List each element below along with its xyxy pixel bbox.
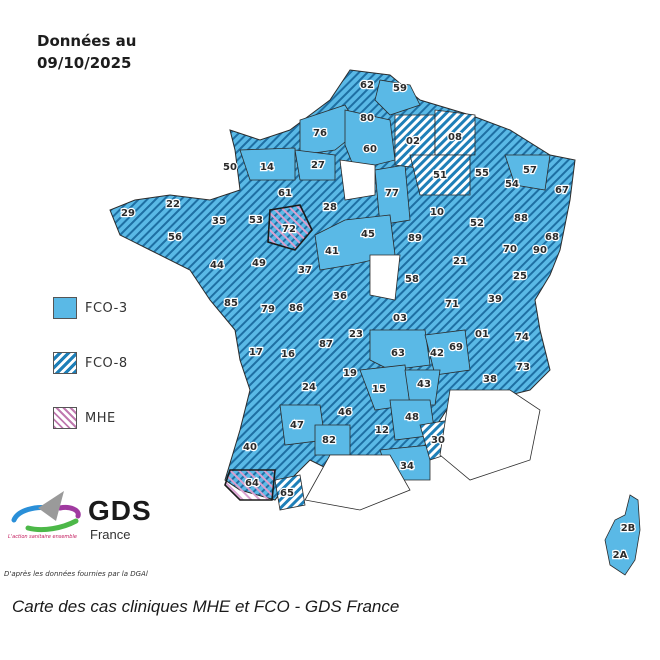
logo-sub: France bbox=[90, 527, 131, 542]
department-label-16: 16 bbox=[281, 349, 295, 360]
department-label-37: 37 bbox=[298, 265, 312, 276]
fco8-regions bbox=[274, 109, 476, 511]
department-label-90: 90 bbox=[533, 245, 547, 256]
department-label-15: 15 bbox=[372, 384, 386, 395]
department-label-50: 50 bbox=[223, 162, 237, 173]
department-label-08: 08 bbox=[448, 132, 462, 143]
department-label-89: 89 bbox=[408, 233, 422, 244]
department-label-02: 02 bbox=[406, 136, 420, 147]
department-label-25: 25 bbox=[513, 271, 527, 282]
department-label-86: 86 bbox=[289, 303, 303, 314]
department-label-88: 88 bbox=[514, 213, 528, 224]
department-label-14: 14 bbox=[260, 162, 274, 173]
department-label-01: 01 bbox=[475, 329, 489, 340]
department-label-64: 64 bbox=[245, 478, 259, 489]
department-label-56: 56 bbox=[168, 232, 182, 243]
department-label-82: 82 bbox=[322, 435, 336, 446]
department-label-76: 76 bbox=[313, 128, 327, 139]
fco3-swatch-icon bbox=[53, 297, 77, 319]
legend-item-fco8: FCO-8 bbox=[53, 350, 128, 376]
department-label-42: 42 bbox=[430, 348, 444, 359]
department-label-29: 29 bbox=[121, 208, 135, 219]
department-label-79: 79 bbox=[261, 304, 275, 315]
department-label-52: 52 bbox=[470, 218, 484, 229]
department-label-49: 49 bbox=[252, 258, 266, 269]
department-label-77: 77 bbox=[385, 188, 399, 199]
department-label-55: 55 bbox=[475, 168, 489, 179]
department-label-43: 43 bbox=[417, 379, 431, 390]
department-label-46: 46 bbox=[338, 407, 352, 418]
department-label-39: 39 bbox=[488, 294, 502, 305]
no-case-regions bbox=[304, 159, 541, 511]
department-label-17: 17 bbox=[249, 347, 263, 358]
department-label-19: 19 bbox=[343, 368, 357, 379]
corsica bbox=[604, 494, 641, 576]
department-label-59: 59 bbox=[393, 83, 407, 94]
department-label-58: 58 bbox=[405, 274, 419, 285]
department-label-53: 53 bbox=[249, 215, 263, 226]
department-label-24: 24 bbox=[302, 382, 316, 393]
logo-name: GDS bbox=[88, 495, 152, 526]
title-date: 09/10/2025 bbox=[37, 54, 132, 72]
department-label-54: 54 bbox=[505, 179, 519, 190]
mhe-regions bbox=[224, 204, 313, 501]
fco3-regions bbox=[239, 79, 551, 481]
title-line-1: Données au bbox=[37, 32, 137, 50]
department-label-10: 10 bbox=[430, 207, 444, 218]
department-label-87: 87 bbox=[319, 339, 333, 350]
department-label-03: 03 bbox=[393, 313, 407, 324]
department-label-85: 85 bbox=[224, 298, 238, 309]
department-label-45: 45 bbox=[361, 229, 375, 240]
department-label-23: 23 bbox=[349, 329, 363, 340]
department-label-70: 70 bbox=[503, 244, 517, 255]
fco8-swatch-icon bbox=[53, 352, 77, 374]
france-map: 62 59 80 02 08 76 60 27 51 55 54 57 67 50 14 77 61 28 29 22… bbox=[90, 60, 650, 590]
department-label-22: 22 bbox=[166, 199, 180, 210]
department-label-40: 40 bbox=[243, 442, 257, 453]
department-labels: 62 59 80 02 08 76 60 27 51 55 54 57 67 50 14 77 61 28 29 22… bbox=[120, 79, 637, 563]
department-label-27: 27 bbox=[311, 160, 325, 171]
legend-label: FCO-3 bbox=[85, 300, 128, 316]
department-label-21: 21 bbox=[453, 256, 467, 267]
department-label-47: 47 bbox=[290, 420, 304, 431]
department-label-36: 36 bbox=[333, 291, 347, 302]
department-label-63: 63 bbox=[391, 348, 405, 359]
department-label-2A: 2A bbox=[613, 550, 628, 561]
department-label-30: 30 bbox=[431, 435, 445, 446]
department-label-38: 38 bbox=[483, 374, 497, 385]
department-label-28: 28 bbox=[323, 202, 337, 213]
logo-tagline: L'action sanitaire ensemble bbox=[8, 534, 77, 540]
department-label-72: 72 bbox=[282, 224, 296, 235]
department-label-69: 69 bbox=[449, 342, 463, 353]
data-date-title: Données au 09/10/2025 bbox=[37, 30, 136, 74]
department-label-51: 51 bbox=[433, 170, 447, 181]
mhe-swatch-icon bbox=[53, 407, 77, 429]
gds-logo-icon bbox=[11, 491, 81, 533]
department-label-71: 71 bbox=[445, 299, 459, 310]
source-note: D'après les données fournies par la DGAl bbox=[4, 570, 148, 578]
department-label-62: 62 bbox=[360, 80, 374, 91]
department-label-74: 74 bbox=[515, 332, 529, 343]
legend-item-fco3: FCO-3 bbox=[53, 295, 128, 321]
legend-item-mhe: MHE bbox=[53, 405, 128, 431]
department-label-67: 67 bbox=[555, 185, 569, 196]
department-label-12: 12 bbox=[375, 425, 389, 436]
department-label-34: 34 bbox=[400, 461, 414, 472]
department-label-48: 48 bbox=[405, 412, 419, 423]
department-label-73: 73 bbox=[516, 362, 530, 373]
department-label-68: 68 bbox=[545, 232, 559, 243]
department-label-60: 60 bbox=[363, 144, 377, 155]
map-caption: Carte des cas cliniques MHE et FCO - GDS… bbox=[12, 597, 400, 616]
legend: FCO-3 FCO-8 MHE bbox=[53, 295, 128, 460]
department-label-35: 35 bbox=[212, 216, 226, 227]
department-label-80: 80 bbox=[360, 113, 374, 124]
legend-label: FCO-8 bbox=[85, 355, 128, 371]
department-label-41: 41 bbox=[325, 246, 339, 257]
legend-label: MHE bbox=[85, 410, 116, 426]
department-label-2B: 2B bbox=[621, 523, 636, 534]
department-label-44: 44 bbox=[210, 260, 224, 271]
department-label-61: 61 bbox=[278, 188, 292, 199]
department-label-65: 65 bbox=[280, 488, 294, 499]
department-label-57: 57 bbox=[523, 165, 537, 176]
